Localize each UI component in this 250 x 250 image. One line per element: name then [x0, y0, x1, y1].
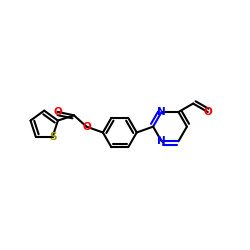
- Text: S: S: [49, 132, 56, 142]
- Text: O: O: [204, 107, 212, 117]
- Text: N: N: [157, 107, 166, 117]
- Text: O: O: [82, 122, 91, 132]
- Text: N: N: [157, 136, 166, 146]
- Text: O: O: [53, 107, 62, 117]
